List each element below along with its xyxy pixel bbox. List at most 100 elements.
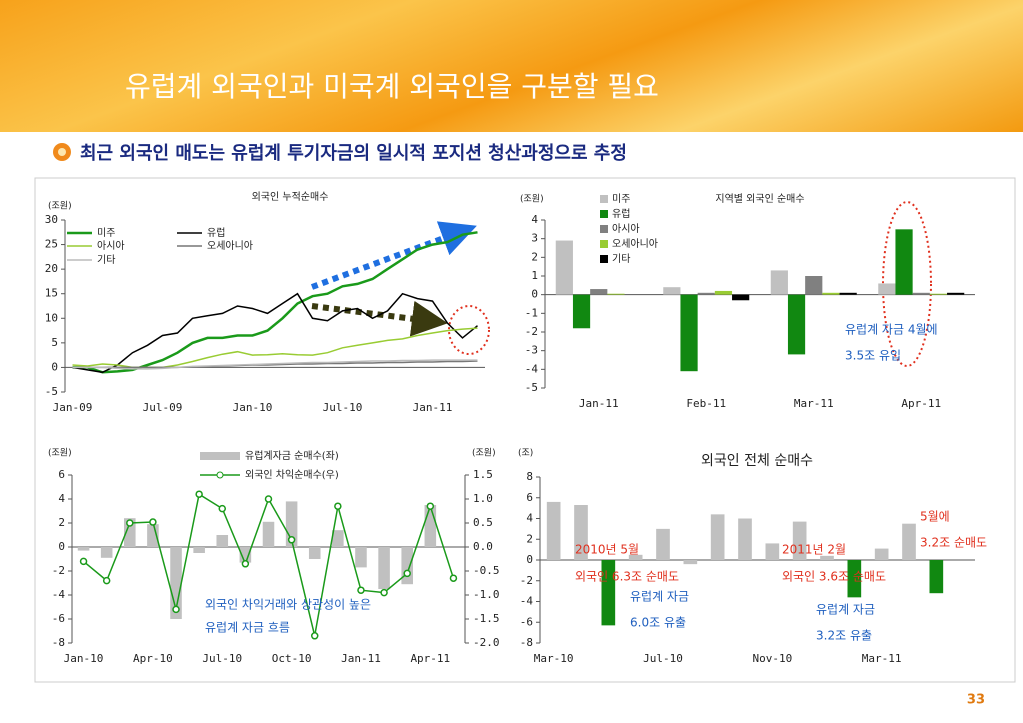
bar — [878, 283, 896, 295]
x-tick-label: Jul-10 — [323, 401, 363, 414]
annotation: 3.2조 유출 — [816, 629, 872, 643]
bar — [546, 501, 561, 560]
x-tick-label: Jan-09 — [53, 401, 93, 414]
x-tick-label: Jan-11 — [413, 401, 453, 414]
bar — [77, 547, 90, 551]
bar — [656, 528, 670, 560]
highlight-ellipse — [448, 305, 490, 355]
y-tick-label: 3 — [531, 232, 538, 245]
y-tick-label: -6 — [52, 612, 65, 625]
bar — [847, 560, 862, 598]
bar — [912, 292, 930, 295]
legend-label: 유럽 — [207, 227, 225, 239]
bar — [839, 292, 857, 295]
y-tick-label: 4 — [531, 213, 538, 226]
bar — [332, 530, 344, 547]
bar — [714, 290, 733, 295]
legend-label: 미주 — [612, 193, 630, 205]
legend-label: 아시아 — [97, 240, 125, 252]
y-tick-label: -3 — [525, 344, 538, 357]
header-banner — [0, 0, 1023, 132]
y-tick-label: 4 — [58, 492, 65, 505]
legend-label: 유럽 — [612, 208, 630, 220]
bar — [902, 523, 916, 560]
subtitle: 최근 외국인 매도는 유럽계 투기자금의 일시적 포지션 청산과정으로 추정 — [80, 143, 627, 164]
legend-swatch — [200, 452, 240, 460]
line-marker — [380, 588, 388, 597]
x-tick-label: Jul-10 — [643, 652, 683, 665]
annotation: 5월에 — [920, 510, 950, 524]
legend-label: 기타 — [612, 253, 630, 265]
bar — [895, 229, 913, 295]
y-tick-label: -4 — [520, 595, 534, 608]
line-marker — [126, 519, 134, 527]
bar — [355, 547, 367, 568]
line-marker — [149, 518, 157, 526]
y-tick-label: 2 — [531, 250, 538, 263]
x-tick-label: Nov-10 — [752, 652, 792, 665]
line-marker — [102, 576, 111, 585]
legend-swatch — [600, 195, 608, 203]
bar — [574, 505, 588, 560]
y-tick-label: 2 — [58, 516, 65, 529]
line-series — [72, 292, 478, 374]
bar — [572, 294, 591, 329]
annotation: 유럽계 자금 4월에 — [845, 323, 938, 337]
bar — [100, 547, 113, 558]
axis-unit: (조) — [518, 449, 533, 459]
x-tick-label: Mar-11 — [862, 652, 902, 665]
y-tick-label: 5 — [51, 336, 58, 349]
bullet-core — [58, 148, 66, 156]
bar — [738, 518, 752, 560]
legend-swatch — [600, 210, 608, 218]
legend-label: 기타 — [97, 254, 115, 266]
slide-title: 유럽계 외국인과 미국계 외국인을 구분할 필요 — [125, 70, 659, 103]
bar — [601, 560, 616, 626]
x-tick-label: Jan-10 — [64, 652, 104, 665]
line-marker — [195, 490, 203, 498]
line-marker — [241, 560, 250, 568]
y-tick-label: 30 — [45, 213, 58, 226]
legend-label: 아시아 — [612, 223, 640, 235]
line-marker — [218, 504, 227, 513]
y-tick-label: -8 — [520, 636, 533, 649]
annotation: 6.0조 유출 — [630, 616, 686, 630]
legend-swatch — [600, 225, 608, 233]
annotation: 유럽계 자금 — [816, 603, 875, 617]
y-tick-label: 0.5 — [473, 516, 493, 529]
bar — [590, 289, 608, 295]
y-tick-label: 20 — [45, 262, 58, 275]
x-tick-label: Apr-10 — [133, 652, 173, 665]
bar — [770, 270, 788, 295]
annotation: 외국인 3.6조 순매도 — [782, 570, 886, 584]
chart-title: 지역별 외국인 순매수 — [715, 193, 804, 205]
x-tick-label: Mar-11 — [794, 397, 834, 410]
highlight-ellipse — [882, 201, 932, 367]
chart-title: 외국인 전체 순매수 — [701, 453, 813, 469]
x-tick-label: Jan-11 — [579, 397, 619, 410]
y-tick-label: 10 — [45, 311, 58, 324]
annotation: 3.2조 순매도 — [920, 536, 987, 550]
y-tick-label: 2 — [526, 532, 533, 545]
line-marker — [264, 495, 273, 503]
line-series — [72, 359, 478, 370]
y-tick-label: 6 — [58, 468, 65, 481]
axis-unit: (조원) — [520, 194, 544, 205]
y-tick-label: 0 — [51, 360, 58, 373]
line-series — [72, 231, 478, 374]
bar — [765, 543, 780, 560]
y-tick-label: -2 — [52, 564, 65, 577]
bar — [628, 554, 643, 560]
legend-swatch — [600, 240, 608, 248]
axis-unit: (조원) — [48, 448, 72, 459]
page-number: 33 — [967, 693, 985, 708]
line-marker — [287, 536, 296, 544]
y-tick-label: 1.5 — [473, 468, 493, 481]
x-tick-label: Jan-10 — [233, 401, 273, 414]
y-tick-label: -4 — [52, 588, 66, 601]
y-tick-label: 0 — [526, 553, 533, 566]
bar — [239, 547, 252, 563]
y-tick-label: 4 — [526, 512, 533, 525]
